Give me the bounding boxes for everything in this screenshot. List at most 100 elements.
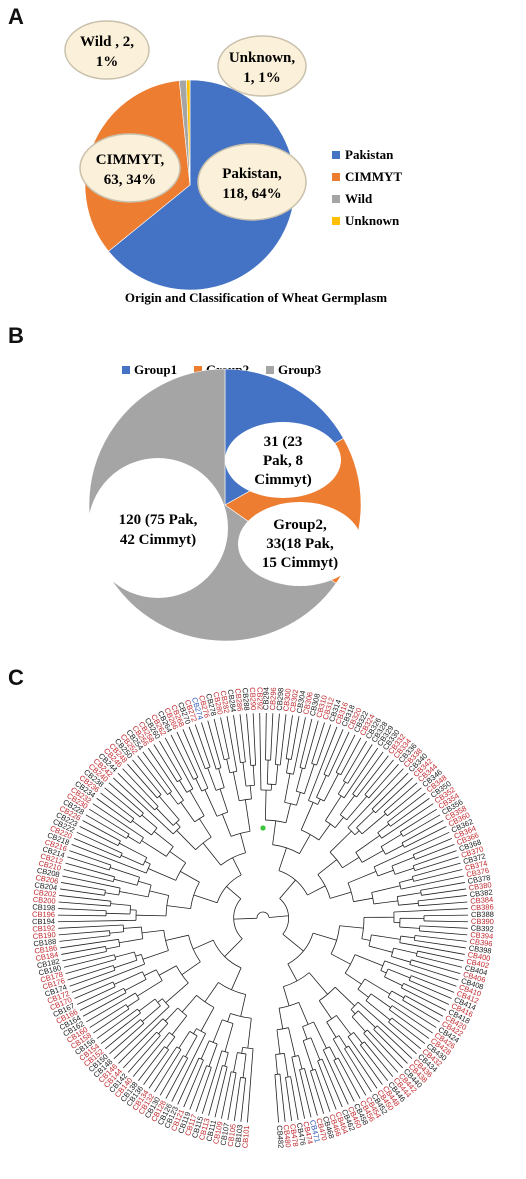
tree-arc <box>177 800 184 805</box>
tree-arc <box>190 881 200 909</box>
tree-arc <box>347 1032 354 1037</box>
tree-branch <box>393 908 468 913</box>
tree-arc <box>165 895 170 916</box>
tree-arc <box>112 876 115 882</box>
tree-branch <box>179 780 188 793</box>
tree-branch <box>351 1016 366 1032</box>
tree-branch <box>302 1040 314 1071</box>
tree-arc <box>387 990 393 998</box>
tree-branch <box>325 795 342 821</box>
circular-dendrogram: CB101CB103CB105CB107CB109CB111CB113CB115… <box>32 687 494 1149</box>
tree-arc <box>388 1005 393 1010</box>
tree-branch <box>354 830 360 836</box>
tree-arc <box>380 960 386 971</box>
leaf-label: CB107 <box>218 1122 231 1146</box>
tree-branch <box>397 892 422 897</box>
tree-arc <box>222 1019 234 1024</box>
tree-arc <box>205 766 211 770</box>
tree-branch <box>195 1067 212 1112</box>
tree-branch <box>135 954 142 957</box>
leaf-label: CB206 <box>35 873 59 886</box>
tree-branch <box>200 1040 210 1060</box>
tree-arc <box>408 975 412 981</box>
tree-branch <box>207 767 217 791</box>
leaf-label: CB198 <box>32 902 55 912</box>
tree-branch <box>391 990 405 999</box>
tree-branch <box>63 954 115 968</box>
tree-arc <box>301 829 320 841</box>
tree-branch <box>264 790 267 821</box>
tree-branch <box>314 1069 331 1112</box>
tree-branch <box>113 878 138 886</box>
tree-arc <box>209 1040 218 1045</box>
tree-branch <box>226 716 238 772</box>
tree-branch <box>175 822 181 828</box>
tree-branch <box>226 759 231 773</box>
tree-arc <box>117 840 121 846</box>
tree-arc <box>104 890 106 896</box>
tree-arc <box>118 887 121 896</box>
tree-branch <box>417 950 464 962</box>
tree-branch <box>293 717 306 775</box>
tree-branch <box>391 856 415 867</box>
tree-arc <box>193 776 199 780</box>
tree-branch <box>158 1023 169 1035</box>
tree-branch <box>252 765 255 786</box>
leaf-label: CB302 <box>288 689 300 713</box>
tree-arc <box>388 1017 393 1023</box>
tree-arc <box>311 763 317 766</box>
tree-branch <box>337 1057 361 1099</box>
tree-arc <box>215 787 225 791</box>
tree-branch <box>336 1015 352 1035</box>
tree-arc <box>154 998 161 1007</box>
tree-branch <box>132 1032 170 1077</box>
tree-branch <box>189 1065 207 1110</box>
tree-branch <box>226 886 242 900</box>
tree-branch <box>304 720 319 769</box>
tree-branch <box>207 720 222 768</box>
tree-branch <box>233 715 241 763</box>
leaf-label: CB476 <box>295 1122 308 1146</box>
tree-branch <box>180 871 200 883</box>
tree-arc <box>317 874 331 899</box>
tree-branch <box>353 897 373 903</box>
tree-branch <box>169 792 179 805</box>
tree-branch <box>279 714 287 766</box>
tree-arc <box>186 788 194 793</box>
tree-branch <box>418 895 467 902</box>
tree-arc <box>183 1055 188 1059</box>
tree-branch <box>233 917 258 920</box>
leaf-label: CB390 <box>471 917 494 926</box>
tree-branch <box>391 956 411 963</box>
tree-arc <box>363 1029 368 1034</box>
label-unknown-line1: Unknown, <box>229 50 296 66</box>
tree-arc <box>151 827 158 836</box>
tree-branch <box>109 931 124 934</box>
tree-branch <box>423 914 468 917</box>
tree-branch <box>321 1058 343 1108</box>
tree-branch <box>279 879 296 899</box>
tree-arc <box>365 993 372 1001</box>
tree-branch <box>403 983 450 1005</box>
tree-branch <box>71 963 145 993</box>
tree-arc <box>323 774 329 777</box>
tree-arc <box>172 826 181 835</box>
tree-branch <box>58 924 124 929</box>
tree-branch <box>137 755 168 795</box>
tree-branch <box>246 713 252 766</box>
tree-branch <box>283 1053 289 1078</box>
tree-arc <box>175 862 187 881</box>
tree-arc <box>368 934 372 947</box>
tree-branch <box>367 1029 404 1069</box>
tree-branch <box>399 926 420 929</box>
tree-branch <box>239 714 246 763</box>
leaf-label: CB282 <box>219 690 232 714</box>
tree-arc <box>137 1008 141 1014</box>
tree-arc <box>316 796 325 802</box>
tree-arc <box>237 1052 247 1055</box>
tree-branch <box>361 813 386 835</box>
tree-branch <box>373 831 450 868</box>
bubble-group1 <box>225 422 341 498</box>
tree-branch <box>240 994 247 1017</box>
label-group3-line2: 42 Cimmyt) <box>120 532 196 548</box>
